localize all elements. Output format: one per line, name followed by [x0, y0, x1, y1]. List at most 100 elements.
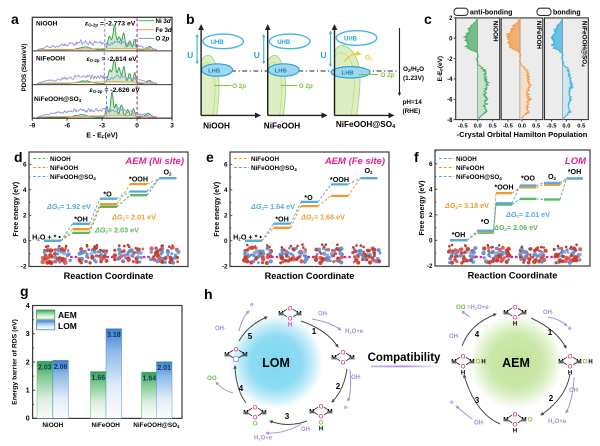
- svg-text:0: 0: [26, 416, 30, 423]
- svg-text:NiFeOOH@SO4: NiFeOOH@SO4: [50, 174, 96, 181]
- svg-text:*O: *O: [481, 217, 490, 226]
- svg-text:3: 3: [285, 412, 290, 421]
- svg-text:e: e: [206, 149, 214, 165]
- svg-text:O: O: [512, 314, 517, 321]
- svg-text:a: a: [11, 11, 19, 27]
- svg-text:H: H: [513, 429, 517, 435]
- svg-text:0.5: 0.5: [577, 123, 586, 129]
- svg-text:Ni 3d: Ni 3d: [156, 18, 171, 25]
- svg-text:ΔG2= 1.92 eV: ΔG2= 1.92 eV: [46, 202, 91, 211]
- svg-text:4: 4: [475, 330, 480, 339]
- svg-text:NiOOH: NiOOH: [36, 21, 58, 28]
- svg-text:UHB: UHB: [277, 40, 291, 46]
- svg-text:U: U: [254, 50, 260, 60]
- svg-text:LHB: LHB: [342, 71, 354, 77]
- svg-text:H2O+e-: H2O+e-: [548, 418, 568, 425]
- svg-text:NiFeOOH@SO4: NiFeOOH@SO4: [456, 174, 502, 181]
- svg-text:2: 2: [449, 16, 453, 22]
- svg-text:H: H: [568, 371, 572, 377]
- svg-text:LHB: LHB: [275, 68, 287, 74]
- svg-text:NiFeOOH: NiFeOOH: [264, 122, 300, 131]
- svg-text:M: M: [296, 310, 301, 317]
- svg-text:M: M: [469, 358, 474, 365]
- svg-text:O: O: [567, 353, 572, 360]
- svg-text:1.66: 1.66: [91, 375, 105, 382]
- svg-text:2: 2: [429, 212, 433, 219]
- svg-text:O: O: [582, 358, 587, 365]
- svg-text:O: O: [318, 413, 323, 420]
- svg-text:e-: e-: [344, 404, 349, 411]
- svg-text:O: O: [567, 363, 572, 370]
- svg-text:O: O: [318, 403, 323, 410]
- svg-text:NiFeOOH@SO4: NiFeOOH@SO4: [251, 165, 297, 172]
- svg-text:e-: e-: [250, 301, 255, 308]
- svg-text:H: H: [513, 322, 517, 328]
- svg-text:=H2O+e-: =H2O+e-: [467, 304, 491, 311]
- svg-text:2.06: 2.06: [54, 364, 68, 371]
- svg-text:ΔG2= 2.01 eV: ΔG2= 2.01 eV: [505, 210, 550, 219]
- svg-text:-6: -6: [64, 123, 70, 130]
- svg-text:εO-2p = -2.773 eV: εO-2p = -2.773 eV: [85, 21, 136, 28]
- svg-text:H: H: [588, 359, 592, 365]
- svg-text:*OH: *OH: [275, 215, 289, 224]
- svg-text:-2: -2: [21, 264, 27, 271]
- svg-text:OH-: OH-: [543, 309, 554, 316]
- svg-text:Free energy (eV): Free energy (eV): [419, 181, 426, 236]
- svg-text:2: 2: [26, 359, 30, 366]
- svg-text:NiOOH: NiOOH: [203, 122, 230, 131]
- svg-text:O: O: [460, 353, 465, 360]
- svg-text:0: 0: [135, 123, 139, 130]
- svg-text:anti-bonding: anti-bonding: [470, 10, 512, 17]
- svg-text:*OH: *OH: [74, 215, 88, 224]
- svg-text:0: 0: [224, 238, 228, 245]
- svg-text:O2: O2: [548, 172, 557, 181]
- svg-text:O 2p: O 2p: [156, 36, 170, 43]
- svg-text:U: U: [187, 50, 193, 60]
- svg-text:e-: e-: [568, 325, 573, 332]
- svg-text:*OOH: *OOH: [129, 175, 148, 184]
- svg-text:NiOOH: NiOOH: [492, 21, 499, 42]
- svg-text:-6: -6: [447, 97, 453, 103]
- svg-text:OH-: OH-: [351, 374, 362, 381]
- svg-text:O: O: [287, 305, 292, 312]
- svg-text:H: H: [461, 371, 465, 377]
- svg-text:ΔG2= 1.66 eV: ΔG2= 1.66 eV: [300, 213, 345, 222]
- svg-text:NiOOH: NiOOH: [42, 422, 63, 429]
- svg-text:M: M: [327, 408, 332, 415]
- svg-text:-2: -2: [447, 57, 453, 63]
- svg-text:UHB: UHB: [211, 40, 225, 46]
- svg-text:e-: e-: [450, 399, 455, 406]
- svg-text:b: b: [186, 11, 195, 27]
- svg-text:O: O: [252, 404, 257, 411]
- svg-text:M: M: [309, 408, 314, 415]
- svg-text:Fe 3d: Fe 3d: [156, 27, 172, 34]
- svg-text:O 2p: O 2p: [381, 72, 395, 79]
- svg-text:O: O: [512, 411, 517, 418]
- svg-text:-9: -9: [29, 123, 35, 130]
- svg-text:0.0: 0.0: [474, 123, 482, 129]
- svg-text:-4: -4: [447, 77, 453, 83]
- svg-text:d: d: [14, 149, 23, 165]
- svg-text:4: 4: [26, 303, 30, 310]
- svg-text:O2: O2: [365, 55, 373, 62]
- svg-text:εO-2p = -2.814 eV: εO-2p = -2.814 eV: [87, 56, 138, 63]
- svg-text:2.01: 2.01: [157, 365, 171, 372]
- svg-text:M: M: [349, 354, 354, 361]
- svg-text:6: 6: [23, 162, 27, 169]
- svg-text:-0.5: -0.5: [547, 123, 558, 129]
- svg-text:E-EF(eV): E-EF(eV): [437, 56, 444, 81]
- svg-text:M: M: [451, 358, 456, 365]
- svg-text:-0.5: -0.5: [503, 123, 514, 129]
- svg-text:Free energy (eV): Free energy (eV): [214, 182, 221, 237]
- svg-text:H2O + * •: H2O + * •: [233, 233, 262, 242]
- svg-text:Reaction Coordinate: Reaction Coordinate: [468, 271, 558, 281]
- svg-text:c: c: [424, 11, 432, 27]
- svg-text:H: H: [319, 427, 323, 433]
- svg-text:3: 3: [170, 123, 174, 130]
- svg-text:(1.23V): (1.23V): [403, 75, 424, 82]
- svg-text:-2: -2: [222, 264, 228, 271]
- svg-text:O: O: [252, 414, 257, 421]
- svg-text:ΔG2= 2.01 eV: ΔG2= 2.01 eV: [111, 213, 156, 222]
- svg-text:2.03: 2.03: [38, 365, 52, 372]
- svg-text:-8: -8: [447, 118, 453, 124]
